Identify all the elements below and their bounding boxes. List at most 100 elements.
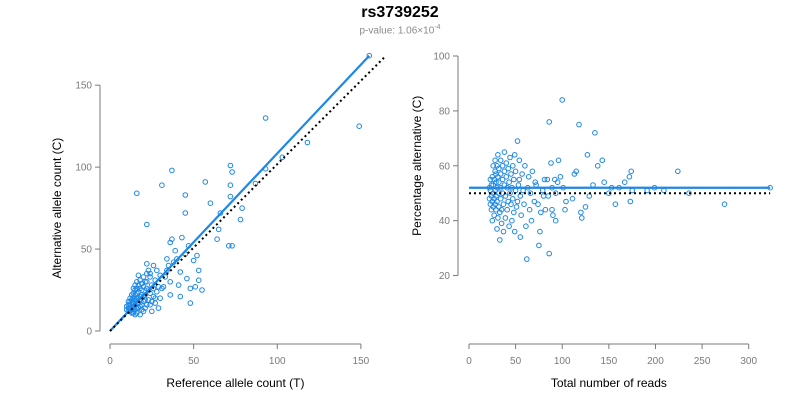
data-point xyxy=(214,236,220,242)
data-point xyxy=(546,250,553,257)
data-point xyxy=(517,234,524,240)
data-point xyxy=(502,193,509,199)
data-point xyxy=(500,201,507,207)
data-point xyxy=(511,209,517,216)
data-point xyxy=(182,192,189,198)
data-point xyxy=(515,182,522,188)
data-point xyxy=(675,168,681,175)
data-point xyxy=(501,168,508,175)
data-point xyxy=(516,176,523,183)
data-point xyxy=(125,298,132,305)
data-point xyxy=(215,226,222,233)
data-point xyxy=(548,160,554,166)
data-point xyxy=(546,119,553,125)
data-point xyxy=(190,257,197,264)
data-point xyxy=(147,302,153,308)
data-point xyxy=(629,187,636,194)
data-point xyxy=(487,176,494,183)
data-point xyxy=(149,308,155,315)
data-point xyxy=(492,157,498,164)
data-point xyxy=(508,171,514,177)
data-point xyxy=(152,300,158,306)
data-point xyxy=(582,204,589,210)
data-point xyxy=(493,171,499,177)
data-point xyxy=(500,228,507,235)
data-point xyxy=(179,234,185,241)
data-point xyxy=(552,217,559,224)
allele-count-scatter-panel: 0 50 100 150 0 50 100 150 Reference allele count… xyxy=(50,52,387,390)
data-point xyxy=(147,270,153,277)
data-point xyxy=(521,201,527,207)
data-point xyxy=(529,168,536,175)
data-point xyxy=(140,274,147,280)
data-point xyxy=(495,215,501,221)
data-point xyxy=(538,209,544,216)
data-point xyxy=(590,182,596,188)
data-point xyxy=(539,187,546,194)
data-point xyxy=(226,243,232,249)
x-tick-label: 50 xyxy=(510,356,522,367)
data-point xyxy=(496,179,502,185)
data-point xyxy=(513,204,520,210)
data-point xyxy=(523,223,529,229)
data-point xyxy=(514,138,521,144)
data-point xyxy=(501,149,508,155)
data-point xyxy=(520,187,526,194)
data-point xyxy=(194,252,200,259)
y-tick-label: 20 xyxy=(439,271,451,282)
data-point xyxy=(172,247,178,254)
data-point xyxy=(491,212,498,218)
data-point xyxy=(507,154,513,161)
data-point xyxy=(507,190,513,196)
data-point xyxy=(356,123,363,129)
data-point xyxy=(227,162,234,169)
data-point xyxy=(531,198,538,205)
data-point xyxy=(527,190,534,196)
data-point xyxy=(177,293,184,300)
data-point xyxy=(532,179,539,185)
data-point xyxy=(554,179,561,185)
x-tick-label: 300 xyxy=(740,356,757,367)
data-point xyxy=(187,300,194,306)
percentage-alternative-scatter-panel: 0 50 100 150 200 250 300 20 40 60 80 100 Total numbe… xyxy=(410,52,773,390)
data-point xyxy=(150,262,157,269)
data-point xyxy=(167,239,173,246)
data-point xyxy=(184,275,190,282)
data-point xyxy=(518,212,525,218)
data-point xyxy=(506,223,512,229)
data-point xyxy=(525,174,532,180)
data-point xyxy=(489,217,496,224)
data-point xyxy=(229,243,235,249)
data-point xyxy=(628,168,635,175)
data-point xyxy=(550,212,556,218)
data-point xyxy=(594,163,601,169)
data-point xyxy=(199,287,205,293)
data-point xyxy=(227,193,234,200)
data-point xyxy=(510,163,516,169)
data-point xyxy=(517,193,524,199)
data-point xyxy=(154,288,160,295)
data-point xyxy=(503,174,510,180)
data-point xyxy=(535,201,541,207)
data-point xyxy=(512,168,519,175)
data-point xyxy=(140,308,147,315)
data-point xyxy=(519,171,525,177)
data-point xyxy=(175,282,182,288)
data-point xyxy=(504,206,511,213)
data-point xyxy=(495,152,501,158)
data-point xyxy=(144,279,150,285)
data-point xyxy=(169,167,175,174)
data-point xyxy=(262,115,269,121)
x-tick-label: 0 xyxy=(466,356,472,367)
data-point xyxy=(150,293,157,300)
data-point xyxy=(167,279,173,285)
y-tick-label: 100 xyxy=(433,52,450,63)
data-point xyxy=(167,292,173,298)
data-point xyxy=(125,302,132,308)
data-point xyxy=(599,157,606,164)
data-point xyxy=(545,193,552,199)
y-tick-label: 60 xyxy=(439,161,451,172)
data-point xyxy=(528,217,535,224)
data-point xyxy=(502,215,509,221)
data-point xyxy=(498,220,505,227)
